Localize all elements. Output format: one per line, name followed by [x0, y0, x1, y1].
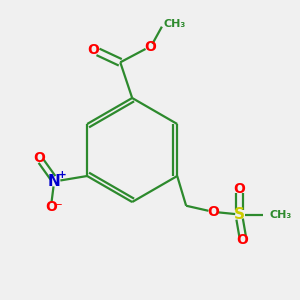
Text: O: O: [88, 44, 100, 57]
Text: CH₃: CH₃: [269, 210, 292, 220]
Text: N: N: [48, 175, 61, 190]
Text: O: O: [207, 205, 219, 219]
Text: +: +: [58, 169, 67, 179]
Text: O: O: [234, 182, 246, 197]
Text: O: O: [34, 151, 46, 165]
Text: CH₃: CH₃: [164, 19, 186, 29]
Text: O: O: [237, 233, 248, 247]
Text: ⁻: ⁻: [56, 201, 62, 214]
Text: O: O: [46, 200, 57, 214]
Text: O: O: [144, 40, 156, 55]
Text: S: S: [234, 207, 245, 222]
